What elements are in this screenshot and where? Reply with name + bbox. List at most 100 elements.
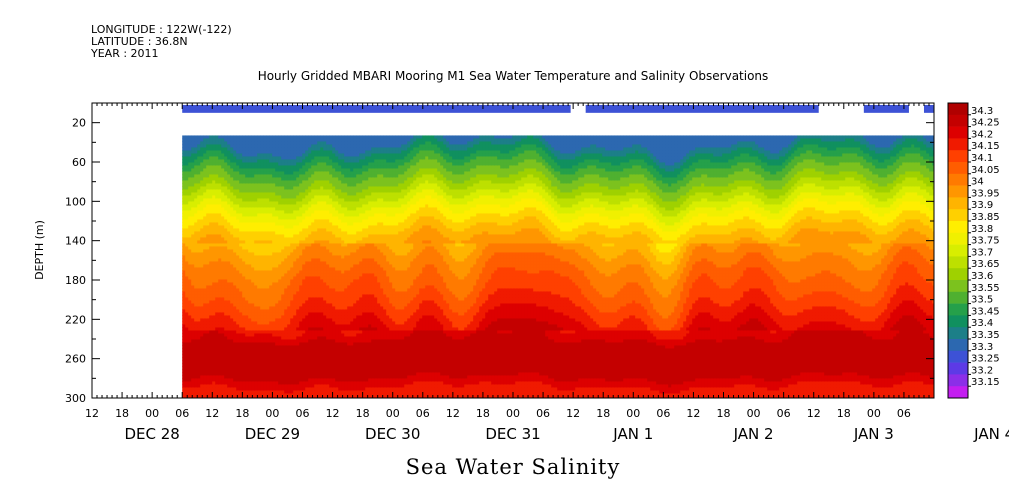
colorbar-label: 33.55 [971, 283, 1000, 294]
x-hour-label: 06 [656, 407, 670, 420]
colorbar-label: 33.4 [971, 318, 993, 329]
x-day-label: JAN 3 [853, 425, 894, 443]
colorbar-swatch [948, 150, 968, 162]
colorbar-swatch [948, 339, 968, 351]
colorbar-swatch [948, 374, 968, 386]
y-tick-label: 260 [65, 353, 86, 366]
colorbar: 34.334.2534.234.1534.134.053433.9533.933… [948, 103, 1000, 398]
colorbar-label: 33.9 [971, 200, 993, 211]
colorbar-label: 33.85 [971, 212, 1000, 223]
x-hour-label: 12 [807, 407, 821, 420]
x-hour-label: 18 [476, 407, 490, 420]
x-hour-label: 06 [416, 407, 430, 420]
colorbar-swatch [948, 221, 968, 233]
colorbar-swatch [948, 186, 968, 198]
colorbar-swatch [948, 304, 968, 316]
colorbar-label: 33.65 [971, 259, 1000, 270]
colorbar-swatch [948, 351, 968, 363]
colorbar-label: 33.15 [971, 377, 1000, 388]
x-hour-label: 18 [235, 407, 249, 420]
colorbar-label: 33.45 [971, 306, 1000, 317]
contour-plot-area [182, 105, 935, 400]
colorbar-label: 33.3 [971, 342, 993, 353]
x-hour-label: 12 [85, 407, 99, 420]
x-day-label: DEC 31 [485, 425, 540, 443]
x-hour-label: 18 [356, 407, 370, 420]
colorbar-label: 33.5 [971, 295, 993, 306]
x-hour-label: 18 [717, 407, 731, 420]
x-hour-label: 12 [326, 407, 340, 420]
x-day-label: DEC 28 [124, 425, 179, 443]
y-tick-label: 60 [72, 156, 86, 169]
x-hour-label: 06 [296, 407, 310, 420]
colorbar-label: 33.25 [971, 354, 1000, 365]
x-hour-label: 00 [386, 407, 400, 420]
y-axis-label: DEPTH (m) [33, 220, 46, 280]
x-hour-label: 00 [506, 407, 520, 420]
colorbar-label: 34.05 [971, 165, 1000, 176]
colorbar-swatch [948, 162, 968, 174]
y-tick-label: 220 [65, 313, 86, 326]
colorbar-swatch [948, 292, 968, 304]
colorbar-swatch [948, 327, 968, 339]
colorbar-label: 33.8 [971, 224, 993, 235]
colorbar-swatch [948, 233, 968, 245]
x-hour-label: 12 [686, 407, 700, 420]
colorbar-label: 33.6 [971, 271, 993, 282]
x-hour-label: 18 [837, 407, 851, 420]
x-hour-label: 00 [626, 407, 640, 420]
colorbar-label: 34 [971, 177, 984, 188]
x-hour-label: 06 [175, 407, 189, 420]
x-day-label: JAN 4 [973, 425, 1009, 443]
surface-segment-2 [864, 105, 909, 113]
colorbar-swatch [948, 256, 968, 268]
colorbar-swatch [948, 127, 968, 139]
x-day-label: DEC 30 [365, 425, 420, 443]
colorbar-label: 33.95 [971, 188, 1000, 199]
colorbar-swatch [948, 363, 968, 375]
colorbar-swatch [948, 138, 968, 150]
x-hour-label: 12 [566, 407, 580, 420]
x-hour-label: 12 [205, 407, 219, 420]
colorbar-swatch [948, 280, 968, 292]
x-hour-label: 06 [897, 407, 911, 420]
y-tick-label: 140 [65, 235, 86, 248]
colorbar-label: 33.7 [971, 247, 993, 258]
colorbar-swatch [948, 197, 968, 209]
surface-segment-3 [924, 105, 934, 113]
x-hour-label: 18 [596, 407, 610, 420]
colorbar-swatch [948, 315, 968, 327]
colorbar-swatch [948, 245, 968, 257]
colorbar-swatch [948, 209, 968, 221]
colorbar-label: 34.15 [971, 141, 1000, 152]
x-hour-label: 06 [536, 407, 550, 420]
x-hour-label: 12 [446, 407, 460, 420]
y-tick-label: 100 [65, 195, 86, 208]
y-tick-label: 300 [65, 392, 86, 405]
colorbar-swatch [948, 115, 968, 127]
surface-segment-0 [182, 105, 570, 113]
x-hour-label: 00 [867, 407, 881, 420]
colorbar-label: 33.35 [971, 330, 1000, 341]
colorbar-label: 34.25 [971, 118, 1000, 129]
colorbar-label: 34.2 [971, 129, 993, 140]
x-day-label: JAN 1 [612, 425, 653, 443]
y-tick-label: 20 [72, 117, 86, 130]
x-hour-label: 00 [747, 407, 761, 420]
colorbar-swatch [948, 103, 968, 115]
y-tick-label: 180 [65, 274, 86, 287]
x-hour-label: 06 [777, 407, 791, 420]
x-hour-label: 00 [145, 407, 159, 420]
colorbar-label: 34.3 [971, 106, 993, 117]
colorbar-label: 33.75 [971, 236, 1000, 247]
x-hour-label: 00 [265, 407, 279, 420]
colorbar-swatch [948, 386, 968, 398]
colorbar-swatch [948, 268, 968, 280]
colorbar-label: 33.2 [971, 365, 993, 376]
x-hour-label: 18 [115, 407, 129, 420]
x-day-label: DEC 29 [245, 425, 300, 443]
colorbar-label: 34.1 [971, 153, 993, 164]
variable-label: Sea Water Salinity [92, 455, 934, 479]
x-day-label: JAN 2 [733, 425, 774, 443]
